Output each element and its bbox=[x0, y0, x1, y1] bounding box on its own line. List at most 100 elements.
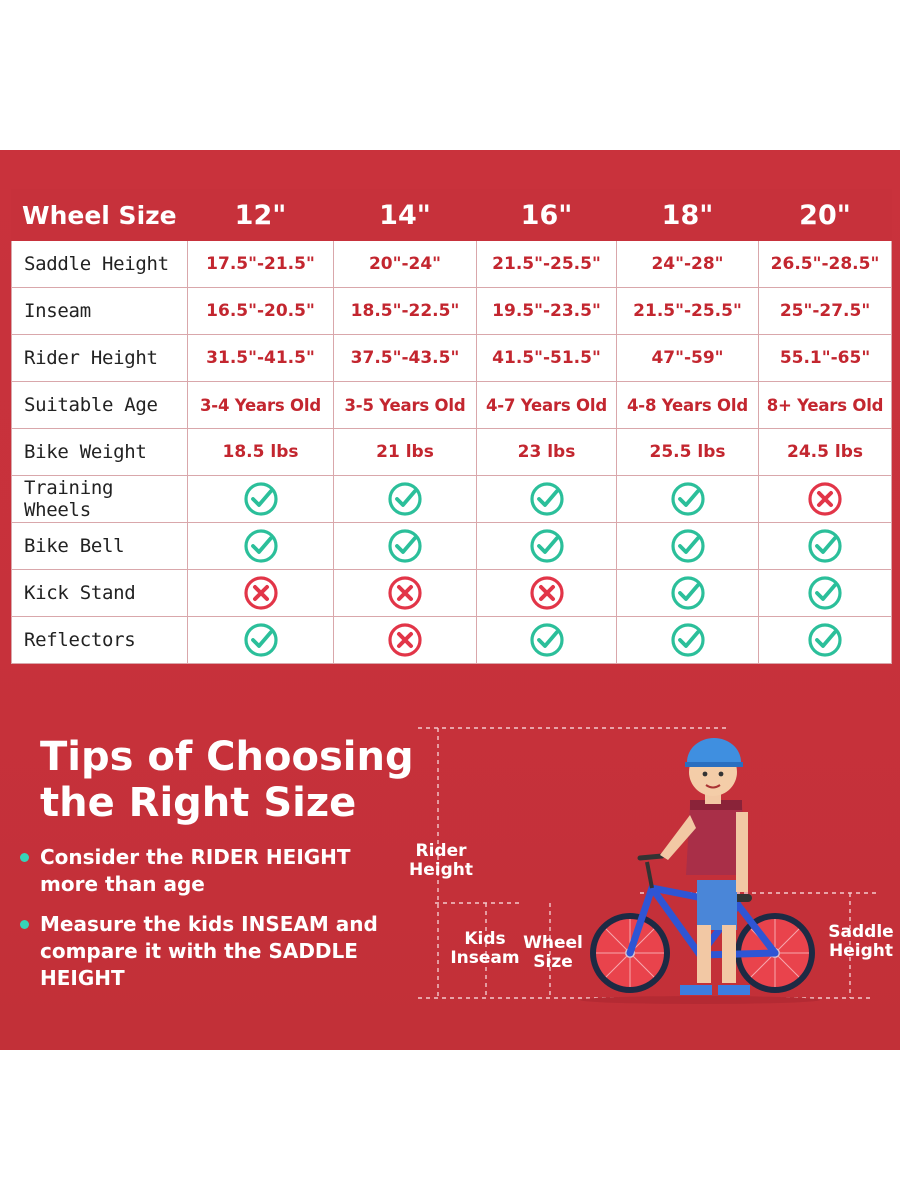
tip-line: Consider the RIDER HEIGHT bbox=[40, 845, 351, 869]
check-icon bbox=[529, 622, 565, 658]
table-cell: 24"-28" bbox=[616, 240, 759, 288]
header-size-18: 18" bbox=[616, 189, 759, 241]
row-label: Training Wheels bbox=[11, 475, 188, 523]
table-cell bbox=[758, 475, 892, 523]
table-cell: 16.5"-20.5" bbox=[187, 287, 334, 335]
tip-line: compare it with the SADDLE bbox=[40, 939, 358, 963]
table-cell bbox=[476, 569, 617, 617]
table-header-row: Wheel Size 12" 14" 16" 18" 20" bbox=[11, 189, 892, 241]
table-row: Suitable Age 3-4 Years Old 3-5 Years Old 4-… bbox=[11, 381, 892, 429]
tips-title-line1: Tips of Choosing bbox=[40, 734, 414, 780]
check-icon bbox=[807, 575, 843, 611]
table-cell bbox=[616, 522, 759, 570]
check-icon bbox=[243, 528, 279, 564]
table-cell bbox=[616, 475, 759, 523]
table-row: Bike Bell bbox=[11, 522, 892, 570]
tips-title-line2: the Right Size bbox=[40, 780, 357, 826]
row-label: Saddle Height bbox=[11, 240, 188, 288]
tip-line: more than age bbox=[40, 872, 205, 896]
table-cell: 21.5"-25.5" bbox=[476, 240, 617, 288]
table-cell: 21 lbs bbox=[333, 428, 477, 476]
table-cell bbox=[333, 616, 477, 664]
kids-inseam-l2: Inseam bbox=[450, 948, 520, 968]
cross-icon bbox=[243, 575, 279, 611]
kids-inseam-l1: Kids bbox=[464, 929, 506, 949]
check-icon bbox=[670, 575, 706, 611]
header-size-20: 20" bbox=[758, 189, 892, 241]
rider-height-label: Rider Height bbox=[408, 842, 474, 880]
bullet-dot bbox=[20, 920, 29, 929]
table-cell bbox=[187, 569, 334, 617]
header-size-12: 12" bbox=[187, 189, 334, 241]
table-cell bbox=[758, 616, 892, 664]
saddle-height-l2: Height bbox=[829, 941, 893, 961]
check-icon bbox=[529, 481, 565, 517]
table-cell bbox=[476, 616, 617, 664]
table-row: Kick Stand bbox=[11, 569, 892, 617]
table-cell: 55.1"-65" bbox=[758, 334, 892, 382]
table-cell bbox=[333, 522, 477, 570]
table-cell bbox=[758, 522, 892, 570]
table-cell: 31.5"-41.5" bbox=[187, 334, 334, 382]
table-cell bbox=[758, 569, 892, 617]
table-cell: 25.5 lbs bbox=[616, 428, 759, 476]
table-cell: 47"-59" bbox=[616, 334, 759, 382]
kid-bike-illustration bbox=[418, 727, 880, 1004]
row-label: Rider Height bbox=[11, 334, 188, 382]
ground-shadow bbox=[580, 996, 820, 1004]
header-size-14: 14" bbox=[333, 189, 477, 241]
table-cell: 18.5 lbs bbox=[187, 428, 334, 476]
table-cell bbox=[616, 569, 759, 617]
table-cell bbox=[476, 475, 617, 523]
table-cell bbox=[333, 475, 477, 523]
check-icon bbox=[243, 622, 279, 658]
cross-icon bbox=[387, 622, 423, 658]
wheel-size-l1: Wheel bbox=[523, 933, 583, 953]
table-row: Training Wheels bbox=[11, 475, 892, 523]
size-chart-table: Wheel Size 12" 14" 16" 18" 20" Saddle He… bbox=[11, 189, 892, 664]
tip-line: HEIGHT bbox=[40, 966, 125, 990]
saddle-height-l1: Saddle bbox=[828, 922, 894, 942]
bullet-dot bbox=[20, 853, 29, 862]
check-icon bbox=[807, 528, 843, 564]
table-cell: 3-5 Years Old bbox=[333, 381, 477, 429]
table-cell: 8+ Years Old bbox=[758, 381, 892, 429]
table-cell: 23 lbs bbox=[476, 428, 617, 476]
table-cell: 20"-24" bbox=[333, 240, 477, 288]
table-cell bbox=[187, 475, 334, 523]
table-cell: 3-4 Years Old bbox=[187, 381, 334, 429]
tips-title: Tips of Choosing the Right Size bbox=[40, 734, 420, 826]
table-cell: 19.5"-23.5" bbox=[476, 287, 617, 335]
table-cell bbox=[187, 522, 334, 570]
table-cell: 4-8 Years Old bbox=[616, 381, 759, 429]
table-cell bbox=[476, 522, 617, 570]
check-icon bbox=[670, 622, 706, 658]
row-label: Kick Stand bbox=[11, 569, 188, 617]
cross-icon bbox=[807, 481, 843, 517]
rider-height-l1: Rider bbox=[415, 841, 467, 861]
wheel-size-label: Wheel Size bbox=[520, 934, 586, 972]
check-icon bbox=[529, 528, 565, 564]
header-size-16: 16" bbox=[476, 189, 617, 241]
child-rider-icon bbox=[660, 738, 750, 995]
check-icon bbox=[670, 528, 706, 564]
table-row: Inseam 16.5"-20.5" 18.5"-22.5" 19.5"-23.5" 2… bbox=[11, 287, 892, 335]
check-icon bbox=[387, 481, 423, 517]
check-icon bbox=[387, 528, 423, 564]
tip-inseam: Measure the kids INSEAM and compare it w… bbox=[20, 911, 420, 992]
kids-inseam-label: Kids Inseam bbox=[447, 930, 523, 968]
table-cell: 37.5"-43.5" bbox=[333, 334, 477, 382]
table-cell: 4-7 Years Old bbox=[476, 381, 617, 429]
cross-icon bbox=[529, 575, 565, 611]
table-row: Reflectors bbox=[11, 616, 892, 664]
table-cell: 21.5"-25.5" bbox=[616, 287, 759, 335]
saddle-height-label: Saddle Height bbox=[826, 923, 896, 961]
cross-icon bbox=[387, 575, 423, 611]
check-icon bbox=[807, 622, 843, 658]
table-cell bbox=[187, 616, 334, 664]
table-cell: 26.5"-28.5" bbox=[758, 240, 892, 288]
row-label: Inseam bbox=[11, 287, 188, 335]
row-label: Suitable Age bbox=[11, 381, 188, 429]
check-icon bbox=[670, 481, 706, 517]
tip-line: Measure the kids INSEAM and bbox=[40, 912, 378, 936]
